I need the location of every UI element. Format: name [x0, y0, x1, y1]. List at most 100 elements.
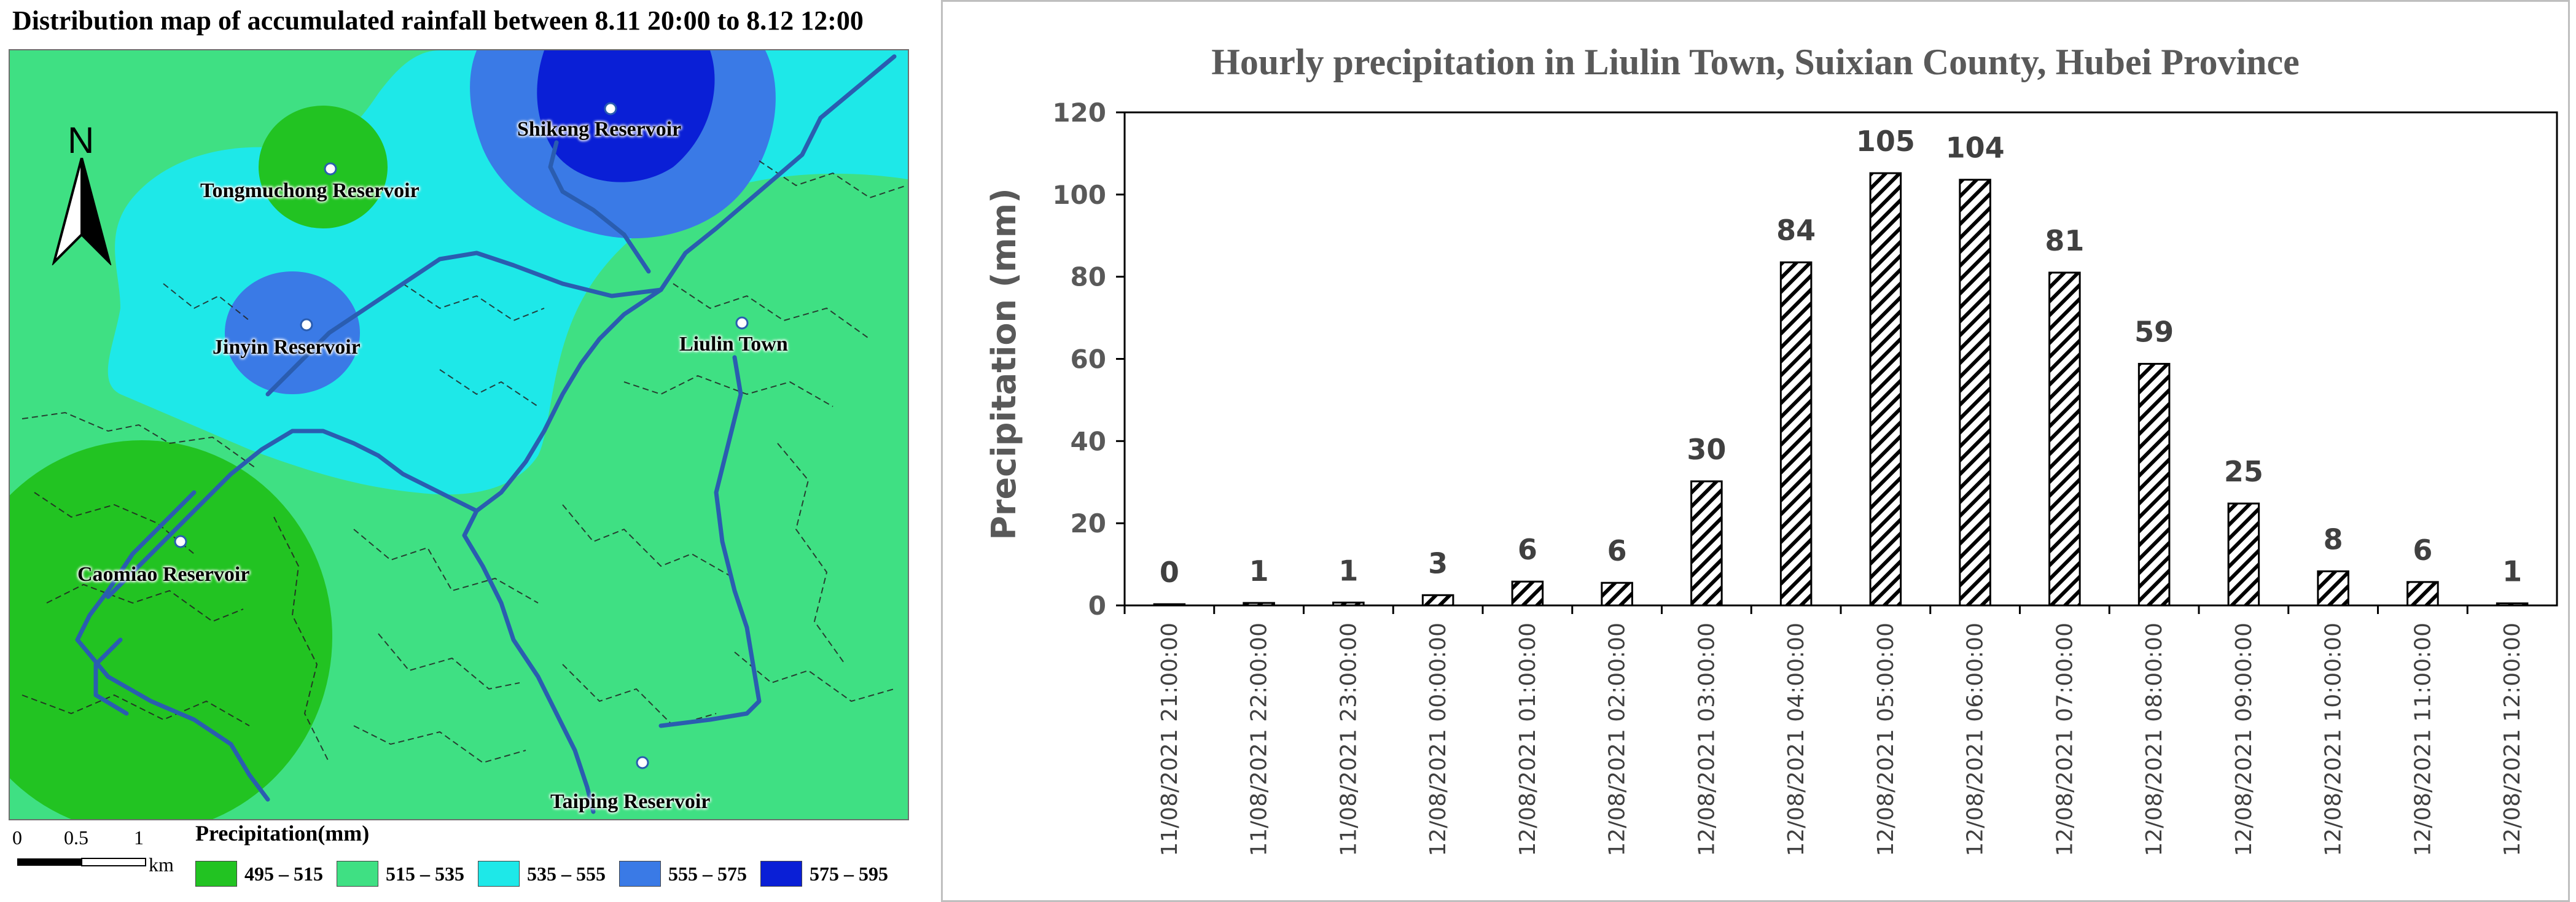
- map-frame: N Shikeng Reservoir Tongmuchong Reservoi…: [9, 49, 909, 820]
- rivers: [75, 54, 897, 814]
- data-label-4: 6: [1518, 533, 1537, 566]
- y-tick-label: 20: [1071, 508, 1106, 538]
- legend-item-4: 555 – 575: [619, 861, 747, 887]
- y-tick-label: 0: [1088, 591, 1106, 621]
- label-caomiao-reservoir: Caomiao Reservoir: [77, 563, 250, 586]
- legend-label: 555 – 575: [668, 862, 747, 885]
- y-axis: 0 20 40 60 80 100 120: [1052, 98, 1125, 621]
- bar-6: [1690, 480, 1723, 607]
- label-taiping-reservoir: Taiping Reservoir: [550, 790, 711, 813]
- bar-12: [2227, 502, 2260, 607]
- zone-555-575-jinyin: [225, 271, 360, 394]
- site-markers: [174, 102, 749, 769]
- label-jinyin-reservoir: Jinyin Reservoir: [213, 336, 361, 359]
- legend-item-3: 535 – 555: [478, 861, 606, 887]
- bar-9: [1959, 179, 1991, 607]
- x-tick-label-11: 12/08/2021 08:00:00: [2142, 623, 2167, 857]
- scale-tick-half: 0.5: [64, 826, 88, 849]
- bar-14: [2406, 581, 2439, 607]
- data-label-13: 8: [2324, 523, 2343, 556]
- data-label-14: 6: [2413, 534, 2432, 567]
- marker-shikeng: [604, 102, 617, 115]
- y-axis-label: Precipitation (mm): [985, 188, 1023, 540]
- x-tick-label-14: 12/08/2021 11:00:00: [2410, 623, 2435, 857]
- marker-liulin: [735, 316, 749, 330]
- map-title: Distribution map of accumulated rainfall…: [12, 6, 864, 36]
- legend-swatch: [478, 861, 520, 887]
- data-label-15: 1: [2502, 555, 2522, 588]
- river-jinyin: [106, 429, 479, 599]
- y-tick-label: 80: [1071, 262, 1106, 292]
- precipitation-chart-panel: Hourly precipitation in Liulin Town, Sui…: [941, 0, 2570, 902]
- bar-15: [2496, 602, 2529, 607]
- data-label-0: 0: [1160, 556, 1179, 589]
- legend-label: 535 – 555: [527, 862, 606, 885]
- data-label-11: 59: [2134, 316, 2174, 349]
- data-label-1: 1: [1249, 554, 1269, 588]
- x-tick-label-13: 12/08/2021 10:00:00: [2321, 623, 2346, 857]
- x-tick-label-9: 12/08/2021 06:00:00: [1963, 623, 1988, 857]
- label-liulin-town: Liulin Town: [679, 333, 788, 356]
- river-west: [265, 251, 663, 397]
- x-tick-label-10: 12/08/2021 07:00:00: [2052, 623, 2077, 857]
- zone-575-595: [537, 50, 715, 182]
- data-label-7: 84: [1776, 214, 1816, 247]
- legend-label: 495 – 515: [244, 862, 323, 885]
- river-caomiao-branch: [93, 637, 129, 716]
- bars: [1153, 172, 2529, 607]
- x-tick-label-15: 12/08/2021 12:00:00: [2500, 623, 2525, 857]
- bar-2: [1332, 601, 1365, 607]
- scale-tick-1: 1: [134, 826, 144, 849]
- bar-4: [1511, 580, 1544, 607]
- river-caomiao: [75, 490, 270, 802]
- legend-label: 575 – 595: [810, 862, 888, 885]
- data-label-9: 104: [1946, 131, 2005, 165]
- bar-11: [2137, 363, 2171, 607]
- y-tick-label: 120: [1052, 98, 1106, 128]
- legend-swatch: [195, 861, 237, 887]
- scale-unit: km: [149, 853, 174, 876]
- legend-item-1: 495 – 515: [195, 861, 323, 887]
- x-tick-label-6: 12/08/2021 03:00:00: [1694, 623, 1719, 857]
- river-liulin: [658, 355, 762, 728]
- data-label-8: 105: [1856, 125, 1915, 158]
- x-tick-label-7: 12/08/2021 04:00:00: [1784, 623, 1809, 857]
- legend-swatch: [337, 861, 378, 887]
- x-tick-label-2: 11/08/2021 23:00:00: [1336, 623, 1361, 857]
- river-shikeng: [548, 140, 651, 274]
- marker-taiping: [636, 756, 649, 769]
- x-tick-label-5: 12/08/2021 02:00:00: [1605, 623, 1630, 857]
- data-label-5: 6: [1607, 534, 1627, 567]
- rainfall-map: [10, 50, 908, 819]
- zone-495-515-caomiao: [10, 440, 332, 819]
- bar-5: [1601, 581, 1633, 607]
- bar-13: [2317, 570, 2349, 607]
- data-label-3: 3: [1428, 546, 1448, 580]
- data-label-2: 1: [1338, 554, 1358, 587]
- x-tick-label-4: 12/08/2021 01:00:00: [1515, 623, 1540, 857]
- data-label-6: 30: [1687, 433, 1726, 466]
- marker-caomiao: [174, 535, 187, 548]
- precipitation-legend: Precipitation(mm) 495 – 515 515 – 535 53…: [195, 820, 914, 900]
- legend-title: Precipitation(mm): [195, 821, 370, 846]
- bar-1: [1243, 602, 1275, 607]
- bar-7: [1779, 261, 1813, 607]
- bar-10: [2048, 271, 2081, 607]
- bar-0: [1153, 603, 1186, 607]
- scale-line: [17, 858, 146, 866]
- bar-3: [1421, 594, 1454, 607]
- x-tick-label-12: 12/08/2021 09:00:00: [2231, 623, 2257, 857]
- precipitation-bar-chart: Hourly precipitation in Liulin Town, Sui…: [985, 42, 2558, 857]
- bar-8: [1869, 172, 1902, 607]
- x-tick-label-3: 12/08/2021 00:00:00: [1426, 623, 1451, 857]
- scale-tick-0: 0: [12, 826, 22, 849]
- legend-label: 515 – 535: [386, 862, 464, 885]
- zone-495-515-tongmuchong: [259, 106, 388, 228]
- scale-bar: 0 0.5 1 km: [12, 826, 197, 894]
- label-tongmuchong-reservoir: Tongmuchong Reservoir: [200, 179, 420, 202]
- y-tick-label: 60: [1071, 344, 1106, 375]
- x-tick-label-1: 11/08/2021 22:00:00: [1247, 623, 1272, 857]
- north-arrow-icon: [52, 158, 112, 265]
- legend-swatch: [760, 861, 802, 887]
- marker-jinyin: [300, 318, 313, 332]
